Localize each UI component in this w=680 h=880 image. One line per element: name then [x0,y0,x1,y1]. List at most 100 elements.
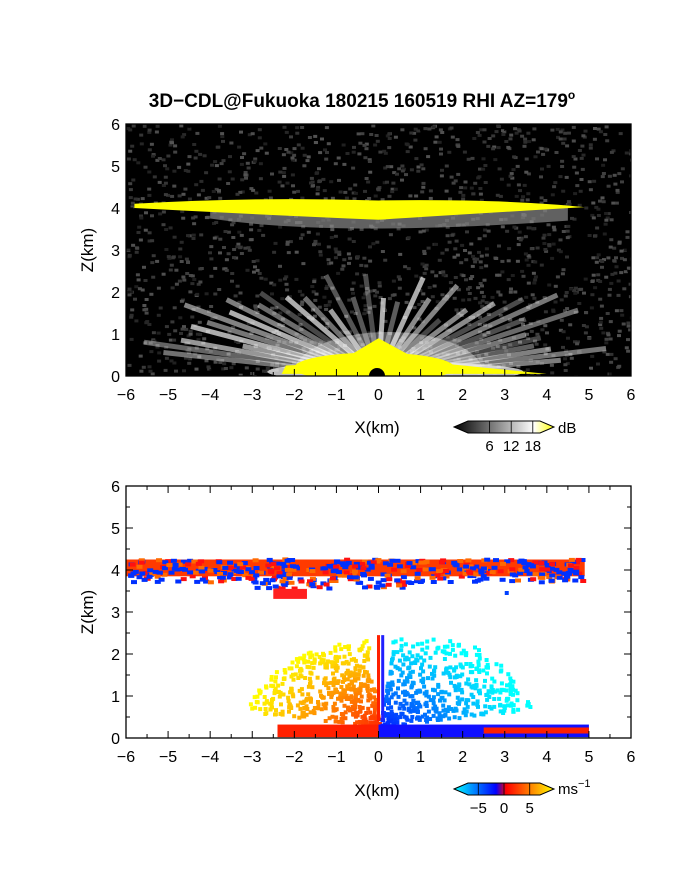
noise-pixel [608,320,613,324]
velocity-pixel [365,654,370,659]
x-tick-label: −6 [117,749,135,766]
noise-pixel [217,124,222,128]
noise-pixel [405,292,410,296]
noise-pixel [437,140,442,144]
noise-pixel [472,137,477,140]
noise-pixel [553,284,558,288]
noise-pixel [139,214,143,218]
noise-pixel [148,341,153,345]
velocity-pixel [410,702,415,707]
velocity-pixel [354,710,359,715]
velocity-pixel [351,712,356,716]
velocity-pixel [368,563,375,568]
noise-pixel [337,178,341,182]
noise-pixel [553,181,558,185]
noise-pixel [584,325,589,329]
noise-pixel [591,273,596,277]
velocity-pixel [352,673,357,678]
velocity-pixel [318,689,323,694]
noise-pixel [598,297,603,301]
noise-pixel [625,235,630,239]
noise-pixel [492,145,497,149]
velocity-pixel [473,564,480,569]
x-tick-label: 6 [627,387,636,404]
noise-pixel [448,197,453,201]
noise-pixel [400,164,405,168]
noise-pixel [344,314,349,318]
noise-pixel [300,126,305,129]
noise-pixel [580,167,585,171]
noise-pixel [277,147,282,150]
noise-pixel [231,221,236,225]
velocity-pixel [398,701,403,706]
noise-pixel [561,141,566,145]
noise-pixel [179,332,183,335]
velocity-pixel [342,654,347,659]
noise-pixel [606,333,611,337]
velocity-pixel [526,571,533,576]
noise-pixel [312,278,317,282]
noise-pixel [217,177,222,181]
noise-pixel [366,310,371,314]
velocity-pixel [413,661,418,665]
noise-pixel [156,286,161,290]
noise-pixel [512,155,517,159]
noise-pixel [255,359,260,363]
velocity-pixel [399,673,404,678]
velocity-pixel [511,679,516,684]
velocity-pixel [343,716,348,721]
noise-pixel [526,254,531,258]
noise-pixel [482,234,487,238]
noise-pixel [255,294,260,298]
noise-pixel [253,265,257,269]
noise-pixel [325,322,330,326]
y-tick-label: 0 [111,731,120,748]
velocity-pixel [342,694,347,699]
noise-pixel [572,289,577,293]
velocity-pixel [158,577,165,582]
noise-pixel [363,189,367,193]
noise-pixel [596,362,600,366]
velocity-pixel [411,704,416,709]
noise-pixel [187,361,192,365]
velocity-pixel [161,566,168,571]
noise-pixel [509,172,514,176]
noise-pixel [168,268,173,272]
velocity-pixel [308,699,313,704]
fan-high-echo [281,338,547,374]
velocity-pixel [301,657,306,662]
noise-pixel [404,173,408,177]
noise-pixel [246,321,251,325]
velocity-pixel [464,653,469,658]
noise-pixel [523,235,528,239]
velocity-pixel [447,716,452,721]
velocity-pixel [344,693,349,698]
noise-pixel [181,275,186,279]
noise-pixel [564,291,569,294]
velocity-pixel [360,566,367,571]
noise-pixel [265,367,270,370]
noise-pixel [135,197,140,201]
noise-pixel [563,309,567,313]
noise-pixel [157,157,162,160]
velocity-pixel [548,566,555,571]
noise-pixel [142,265,146,269]
noise-pixel [237,300,242,304]
noise-pixel [144,321,149,325]
noise-pixel [128,128,133,132]
noise-pixel [584,206,589,210]
velocity-pixel [402,714,407,719]
velocity-pixel [369,716,374,720]
velocity-pixel [357,691,362,695]
x-tick-label: 0 [374,387,383,404]
noise-pixel [317,242,321,246]
noise-pixel [257,228,262,232]
noise-pixel [345,152,350,155]
noise-pixel [236,242,241,246]
noise-pixel [190,274,195,278]
velocity-pixel [226,575,233,580]
velocity-pixel [463,564,470,569]
velocity-pixel [509,701,514,706]
noise-pixel [479,290,484,294]
noise-pixel [598,130,603,134]
